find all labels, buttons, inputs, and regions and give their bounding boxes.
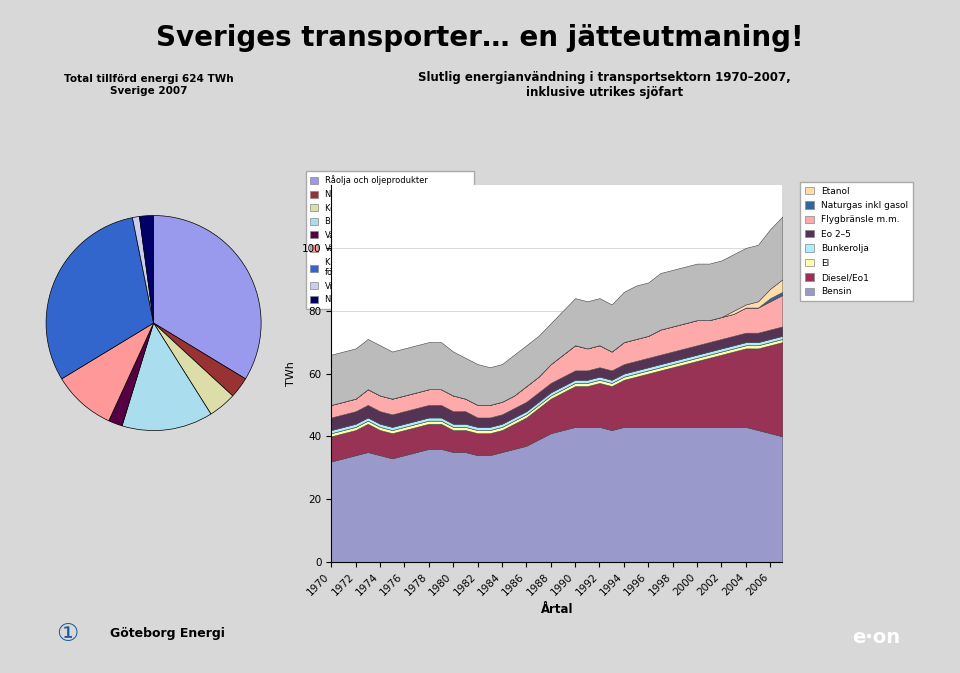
Wedge shape — [46, 217, 154, 379]
Wedge shape — [132, 217, 154, 323]
Text: ①: ① — [56, 622, 79, 646]
Text: Slutlig energianvändning i transportsektorn 1970–2007,
inklusive utrikes sjöfart: Slutlig energianvändning i transportsekt… — [419, 71, 791, 99]
Text: e·on: e·on — [852, 628, 900, 647]
X-axis label: Årtal: Årtal — [540, 603, 573, 616]
Wedge shape — [154, 323, 232, 414]
Wedge shape — [108, 323, 154, 426]
Wedge shape — [122, 323, 211, 431]
Text: Göteborg Energi: Göteborg Energi — [110, 627, 226, 641]
Legend: Råolja och oljeprodukter, Naturgas, stadsgas, Kol och koks, Biobränslen, torv, a: Råolja och oljeprodukter, Naturgas, stad… — [305, 172, 474, 309]
Y-axis label: TWh: TWh — [286, 361, 297, 386]
Wedge shape — [154, 215, 261, 379]
Legend: Etanol, Naturgas inkl gasol, Flygbränsle m.m., Eo 2–5, Bunkerolja, El, Diesel/Eo: Etanol, Naturgas inkl gasol, Flygbränsle… — [801, 182, 913, 301]
Text: Sveriges transporter… en jätteutmaning!: Sveriges transporter… en jätteutmaning! — [156, 24, 804, 52]
Text: Total tillförd energi 624 TWh
Sverige 2007: Total tillförd energi 624 TWh Sverige 20… — [64, 74, 233, 96]
Wedge shape — [61, 323, 154, 421]
Wedge shape — [139, 215, 154, 323]
Wedge shape — [154, 323, 246, 396]
